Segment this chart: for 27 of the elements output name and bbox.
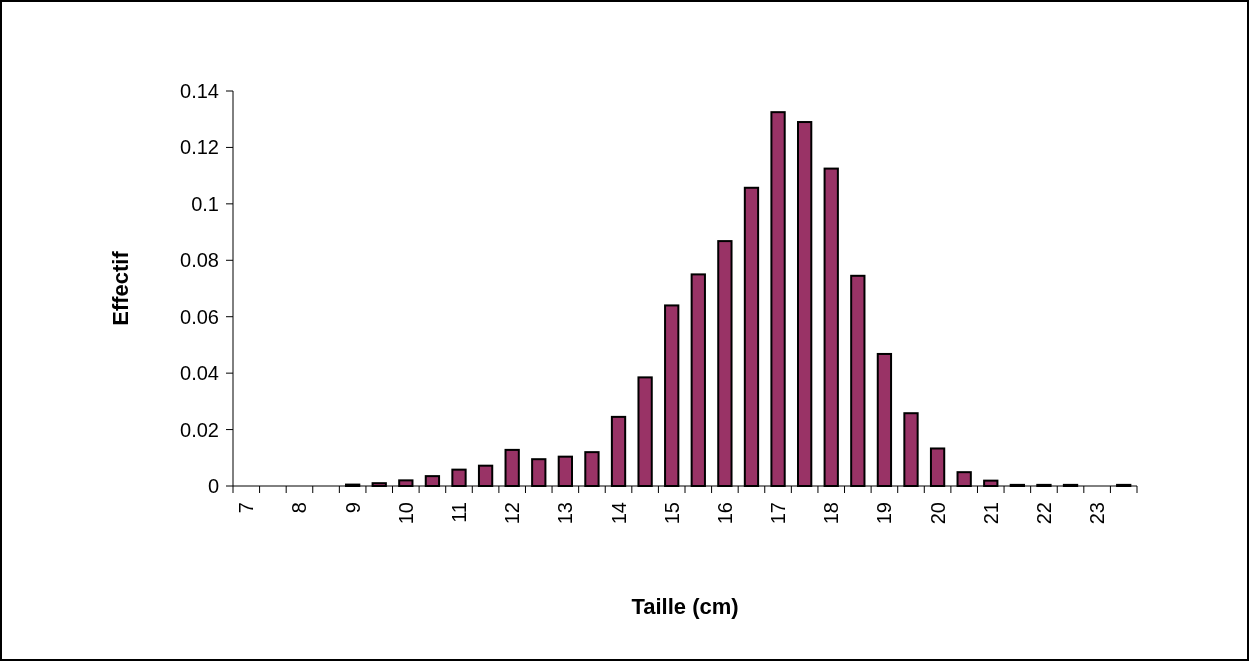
x-tick-label: 16 xyxy=(713,502,736,525)
x-tick-label: 20 xyxy=(926,502,949,525)
y-tick-label: 0.04 xyxy=(180,362,219,385)
y-tick-label: 0.12 xyxy=(180,136,219,159)
x-tick-label: 22 xyxy=(1032,502,1055,525)
x-tick-label: 8 xyxy=(288,502,311,514)
y-tick-label: 0.1 xyxy=(191,192,219,215)
x-tick-label: 9 xyxy=(341,502,364,514)
x-tick-label: 10 xyxy=(394,502,417,525)
x-tick-label: 18 xyxy=(820,502,843,525)
y-axis-title: Effectif xyxy=(108,250,133,326)
y-tick-label: 0.14 xyxy=(180,80,219,102)
y-tick-label: 0.08 xyxy=(180,249,219,272)
x-tick-label: 7 xyxy=(235,502,258,514)
x-tick-label: 21 xyxy=(979,502,1002,525)
x-tick-label: 23 xyxy=(1086,502,1109,525)
y-tick-label: 0 xyxy=(207,475,219,497)
x-tick-label: 19 xyxy=(873,502,896,525)
y-tick-label: 0.06 xyxy=(180,305,219,328)
x-tick-label: 12 xyxy=(501,502,524,525)
y-tick-label: 0.02 xyxy=(180,418,219,441)
x-tick-label: 17 xyxy=(767,502,790,525)
x-tick-label: 11 xyxy=(448,502,470,523)
x-tick-label: 14 xyxy=(607,502,630,525)
x-axis-title: Taille (cm) xyxy=(631,594,739,619)
x-tick-label: 13 xyxy=(554,502,577,525)
x-tick-label: 15 xyxy=(660,502,683,525)
